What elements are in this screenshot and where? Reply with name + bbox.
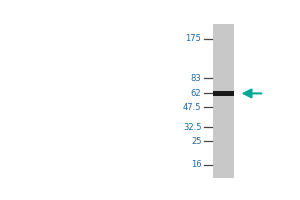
Text: 32.5: 32.5 <box>183 123 201 132</box>
Text: 16: 16 <box>191 160 201 169</box>
Text: 47.5: 47.5 <box>183 103 201 112</box>
Bar <box>213 24 234 178</box>
Text: 25: 25 <box>191 137 201 146</box>
Text: 175: 175 <box>185 34 201 43</box>
Bar <box>213 91 234 96</box>
Text: 62: 62 <box>191 89 201 98</box>
Text: 83: 83 <box>191 74 201 83</box>
